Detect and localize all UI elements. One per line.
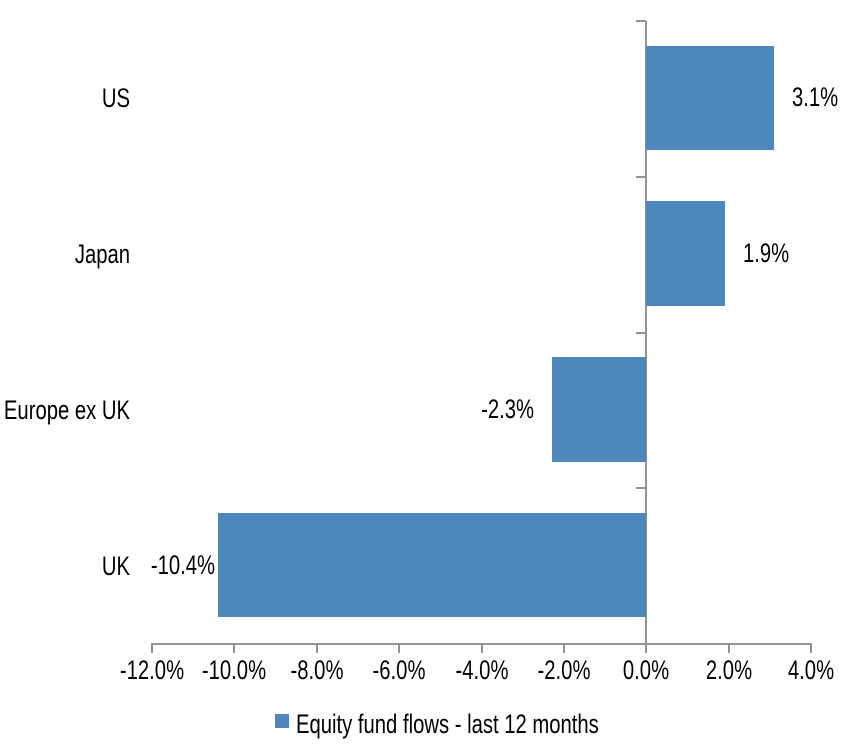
x-tick-label-0.0%-text: 0.0% [623, 655, 670, 685]
value-label-us: 3.1% [792, 84, 852, 111]
x-tick--8.0% [315, 643, 318, 653]
x-tick--4.0% [480, 643, 483, 653]
x-tick-label-4.0%-text: 4.0% [787, 655, 835, 685]
value-label-japan-text: 1.9% [742, 238, 789, 268]
category-tick-0 [636, 20, 647, 22]
x-tick-label--12.0%-text: -12.0% [119, 655, 185, 685]
value-label-uk-text: -10.4% [150, 549, 215, 580]
legend-label: Equity fund flows - last 12 months [296, 711, 700, 738]
category-label-us: US [102, 85, 168, 112]
value-label-europe-ex-uk: -2.3% [481, 395, 605, 423]
x-tick--10.0% [233, 643, 236, 653]
x-tick-label--4.0%-text: -4.0% [455, 655, 508, 685]
x-tick-label-2.0%-text: 2.0% [705, 655, 752, 685]
x-tick-label--4.0%: -4.0% [455, 657, 553, 684]
x-tick-0.0% [645, 643, 648, 653]
value-label-us-text: 3.1% [791, 82, 839, 113]
category-label-japan-text: Japan [74, 239, 130, 270]
bar-europe-ex-uk [551, 357, 647, 462]
bar-us [646, 45, 774, 150]
category-tick-4 [636, 643, 647, 645]
value-label-europe-ex-uk-text: -2.3% [480, 393, 534, 424]
x-tick--2.0% [562, 643, 565, 653]
x-tick-4.0% [810, 643, 812, 653]
x-tick--12.0% [151, 643, 153, 653]
x-tick-label-4.0%: 4.0% [788, 657, 852, 684]
value-label-uk: -10.4% [151, 551, 301, 579]
x-tick-label-2.0%: 2.0% [706, 657, 791, 684]
legend-swatch-icon [275, 714, 289, 728]
bar-uk [217, 512, 647, 618]
x-tick-label--10.0%-text: -10.0% [202, 655, 267, 685]
x-tick-label--2.0%: -2.0% [537, 657, 635, 684]
category-label-europe-ex-uk: Europe ex UK [4, 396, 298, 424]
category-tick-2 [636, 331, 647, 334]
x-tick-2.0% [727, 643, 730, 653]
category-tick-3 [636, 487, 647, 490]
x-tick-label--6.0%: -6.0% [373, 657, 470, 684]
x-tick-label--10.0%: -10.0% [202, 657, 320, 684]
category-label-us-text: US [101, 83, 130, 114]
x-tick-label--8.0%-text: -8.0% [290, 655, 344, 685]
x-tick-label--12.0%: -12.0% [120, 657, 238, 684]
category-label-japan: Japan [75, 241, 204, 268]
x-tick-label--2.0%-text: -2.0% [537, 655, 591, 685]
legend-label-text: Equity fund flows - last 12 months [296, 709, 599, 739]
bar-japan [646, 201, 725, 306]
category-tick-1 [636, 175, 647, 178]
value-label-japan: 1.9% [743, 240, 805, 267]
y-axis-line [645, 21, 648, 644]
x-tick-label-0.0%: 0.0% [623, 657, 708, 684]
x-tick--6.0% [398, 643, 401, 653]
x-tick-label--6.0%-text: -6.0% [372, 655, 426, 685]
category-label-uk-text: UK [101, 550, 130, 581]
category-label-uk: UK [102, 552, 168, 580]
category-label-europe-ex-uk-text: Europe ex UK [3, 394, 130, 425]
x-tick-label--8.0%: -8.0% [290, 657, 388, 684]
